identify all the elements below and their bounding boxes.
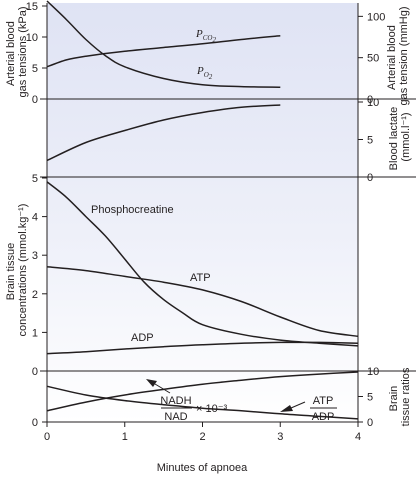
leader-arrows [146, 379, 306, 412]
x-tick-label-0: 0 [44, 431, 50, 443]
x-tick-label-4: 4 [355, 431, 361, 443]
phosphocreatine-label: Phosphocreatine [91, 204, 174, 216]
plot-background [47, 3, 358, 422]
adp-label: ADP [131, 332, 154, 344]
x-tick-label-2: 2 [199, 431, 205, 443]
po2-label: PO2 [196, 65, 213, 81]
left-tick-label-gases-0: 15 [26, 1, 38, 13]
nadh-label: NADH [160, 395, 191, 407]
series-line-brain_ratios-1 [46, 385, 359, 420]
right-tick-label-ratios-0: 10 [367, 366, 379, 378]
pco2-label: PCO2 [195, 28, 216, 44]
ratio-adp-label: ADP [312, 411, 335, 423]
ratio-atp-label: ATP [313, 395, 334, 407]
series-line-blood_gases-1 [46, 0, 281, 88]
right-tick-label-lactate-2: 0 [367, 172, 373, 184]
series-line-brain_metabolites-1 [46, 266, 359, 338]
atp-adp-arrow-line [290, 401, 306, 409]
left-tick-label-brain-0: 5 [32, 173, 38, 185]
series-line-brain_metabolites-2 [46, 341, 359, 355]
left-tick-label-brain-4: 1 [32, 327, 38, 339]
left-tick-label-brain-5: 0 [32, 366, 38, 378]
right-tick-label-gases-1: 50 [367, 53, 379, 65]
x-tick-label-3: 3 [277, 431, 283, 443]
right-tick-label-gases-2: 0 [367, 94, 373, 106]
left-ylabel-gases: Arterial blood gas tensions (kPa) [5, 6, 29, 97]
left-tick-label-gases-2: 5 [32, 63, 38, 75]
right-ylabel-lactate: Blood lactate (mmol.l⁻¹) [388, 104, 412, 171]
nadh-factor-label: × 10⁻³ [196, 403, 228, 415]
left-tick-label-gases-3: 0 [32, 94, 38, 106]
series-line-blood_gases-0 [46, 35, 281, 68]
right-tick-label-lactate-1: 5 [367, 135, 373, 147]
series-line-brain_ratios-0 [46, 371, 359, 412]
x-tick-label-1: 1 [122, 431, 128, 443]
series-line-blood_lactate-0 [46, 104, 281, 162]
left-tick-label-brain-2: 3 [32, 250, 38, 262]
left-tick-label-ratios-0: 0 [32, 417, 38, 429]
left-tick-label-brain-3: 2 [32, 289, 38, 301]
x-axis-label: Minutes of apnoea [157, 462, 248, 474]
right-tick-label-ratios-1: 5 [367, 392, 373, 404]
atp-adp-arrow-head [280, 405, 293, 412]
series-line-brain_metabolites-0 [46, 181, 359, 347]
right-ylabel-gases: Arterial blood gas tension (mmHg) [386, 6, 410, 105]
right-ylabel-ratios: Brain tissue ratios [388, 367, 412, 426]
nadh-arrow-line [154, 383, 171, 394]
left-tick-label-gases-1: 10 [26, 32, 38, 44]
curves-group [46, 0, 359, 420]
right-tick-label-lactate-0: 10 [367, 97, 379, 109]
nad-label: NAD [164, 411, 187, 423]
nadh-arrow-head [146, 379, 157, 387]
left-tick-label-brain-1: 4 [32, 212, 38, 224]
right-tick-label-gases-0: 100 [367, 11, 385, 23]
atp-label: ATP [190, 272, 211, 284]
right-tick-label-ratios-2: 0 [367, 417, 373, 429]
left-ylabel-brain: Brain tissue concentrations (mmol.kg⁻¹) [5, 204, 29, 337]
